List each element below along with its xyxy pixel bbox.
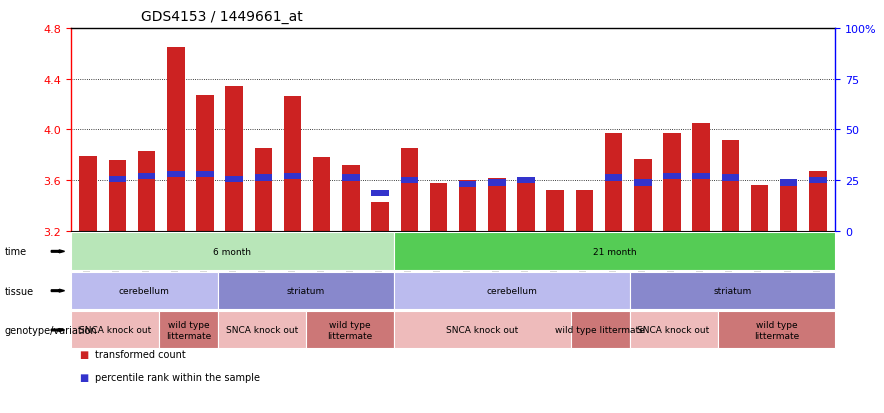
Text: cerebellum: cerebellum <box>486 287 537 295</box>
Bar <box>459 180 476 231</box>
Bar <box>342 175 360 181</box>
Text: SNCA knock out: SNCA knock out <box>225 326 298 335</box>
Bar <box>663 134 681 231</box>
Text: wild type littermate: wild type littermate <box>555 326 645 335</box>
Bar <box>721 140 739 231</box>
Text: percentile rank within the sample: percentile rank within the sample <box>95 372 261 382</box>
Text: wild type
littermate: wild type littermate <box>327 320 373 340</box>
Bar <box>313 158 331 231</box>
Bar <box>371 202 389 231</box>
Bar <box>225 87 243 231</box>
Bar <box>284 174 301 180</box>
Text: GDS4153 / 1449661_at: GDS4153 / 1449661_at <box>141 10 303 24</box>
Bar <box>459 181 476 188</box>
Bar <box>255 149 272 231</box>
Text: cerebellum: cerebellum <box>118 287 170 295</box>
Text: SNCA knock out: SNCA knock out <box>637 326 710 335</box>
Bar <box>400 178 418 184</box>
Bar <box>138 174 156 180</box>
Bar <box>517 178 535 231</box>
Bar <box>196 96 214 231</box>
Bar <box>430 183 447 231</box>
Text: ■: ■ <box>80 372 88 382</box>
Bar <box>488 180 506 186</box>
Bar <box>751 186 768 231</box>
Text: time: time <box>4 247 27 257</box>
Bar <box>721 175 739 181</box>
Text: ■: ■ <box>80 349 88 359</box>
Bar <box>138 152 156 231</box>
Text: genotype/variation: genotype/variation <box>4 325 97 335</box>
Text: tissue: tissue <box>4 286 34 296</box>
Bar <box>167 48 185 231</box>
Text: striatum: striatum <box>287 287 325 295</box>
Bar <box>80 157 97 231</box>
Text: 21 month: 21 month <box>593 247 636 256</box>
Bar <box>634 159 652 231</box>
Bar <box>284 97 301 231</box>
Bar <box>400 149 418 231</box>
Bar <box>196 171 214 178</box>
Bar <box>780 180 797 186</box>
Bar <box>605 134 622 231</box>
Text: striatum: striatum <box>713 287 751 295</box>
Text: wild type
littermate: wild type littermate <box>165 320 211 340</box>
Text: 6 month: 6 month <box>213 247 251 256</box>
Bar <box>692 174 710 180</box>
Text: transformed count: transformed count <box>95 349 187 359</box>
Bar <box>167 171 185 178</box>
Bar <box>488 178 506 231</box>
Bar <box>809 172 827 231</box>
Bar <box>255 175 272 181</box>
Bar <box>517 178 535 184</box>
Bar <box>692 124 710 231</box>
Text: SNCA knock out: SNCA knock out <box>446 326 519 335</box>
Bar <box>575 191 593 231</box>
Bar <box>663 174 681 180</box>
Bar <box>225 176 243 183</box>
Bar <box>546 191 564 231</box>
Bar <box>780 183 797 231</box>
Bar <box>371 190 389 197</box>
Text: wild type
littermate: wild type littermate <box>754 320 799 340</box>
Bar <box>109 161 126 231</box>
Bar <box>109 176 126 183</box>
Text: SNCA knock out: SNCA knock out <box>79 326 151 335</box>
Bar <box>809 178 827 184</box>
Bar <box>605 175 622 181</box>
Bar <box>634 180 652 186</box>
Bar <box>342 166 360 231</box>
